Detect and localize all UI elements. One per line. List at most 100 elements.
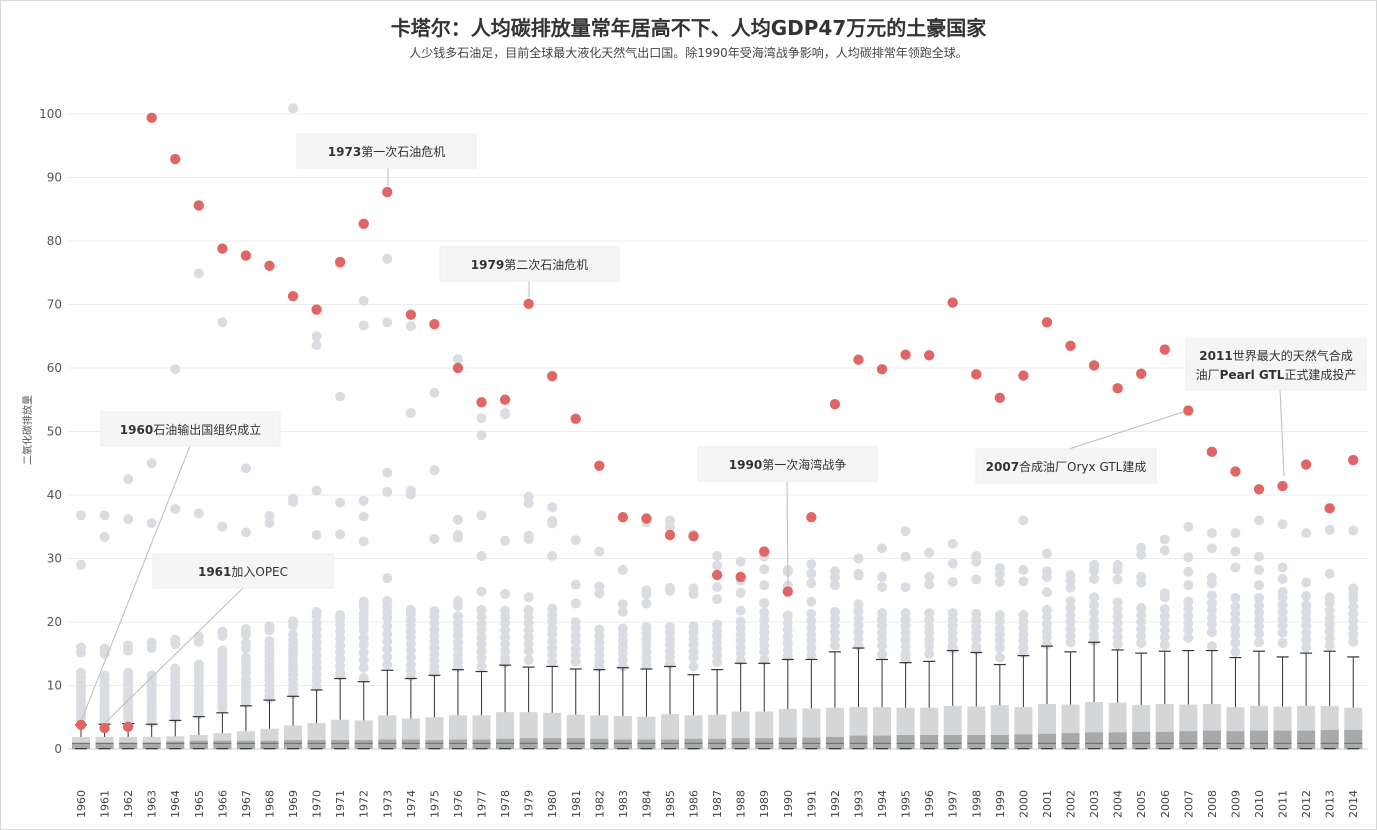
box-lower-half bbox=[1061, 733, 1080, 749]
other-country-point bbox=[1089, 599, 1100, 610]
other-country-point bbox=[382, 659, 393, 670]
other-country-point bbox=[476, 653, 487, 664]
other-country-point bbox=[924, 571, 935, 582]
qatar-point bbox=[358, 218, 369, 230]
qatar-point bbox=[99, 722, 110, 734]
other-country-point bbox=[99, 531, 110, 542]
qatar-point bbox=[711, 569, 723, 581]
other-country-point bbox=[1277, 627, 1288, 638]
other-country-point bbox=[1324, 640, 1335, 651]
other-country-point bbox=[1301, 606, 1312, 617]
other-country-point bbox=[1183, 596, 1194, 607]
other-country-point bbox=[947, 576, 958, 587]
y-tick-label: 80 bbox=[47, 234, 62, 248]
box-lower-half bbox=[943, 735, 962, 749]
qatar-point bbox=[806, 512, 817, 523]
qatar-point bbox=[429, 318, 440, 330]
qatar-point bbox=[1324, 503, 1335, 514]
other-country-point bbox=[853, 627, 864, 638]
other-country-point bbox=[853, 570, 864, 581]
qatar-point bbox=[1253, 484, 1265, 495]
other-country-point bbox=[1065, 617, 1076, 627]
box-lower-half bbox=[1297, 730, 1316, 749]
x-tick-label: 1978 bbox=[499, 790, 512, 818]
y-tick-label: 20 bbox=[47, 615, 62, 629]
other-country-point bbox=[500, 535, 511, 546]
other-country-point bbox=[829, 613, 840, 624]
x-tick-label: 1973 bbox=[381, 790, 394, 818]
y-tick-label: 40 bbox=[47, 488, 62, 502]
other-country-point bbox=[877, 634, 888, 645]
x-tick-label: 1995 bbox=[900, 790, 913, 818]
annotation-leader bbox=[81, 445, 191, 720]
other-country-point bbox=[1324, 597, 1335, 608]
other-country-point bbox=[1183, 521, 1194, 532]
other-country-point bbox=[853, 620, 864, 631]
box-lower-half bbox=[496, 738, 515, 749]
qatar-point bbox=[923, 350, 935, 361]
other-country-point bbox=[240, 643, 251, 654]
other-country-point bbox=[476, 639, 487, 650]
other-country-point bbox=[735, 648, 746, 659]
other-country-point bbox=[1254, 515, 1264, 526]
other-country-point bbox=[1277, 573, 1288, 584]
other-country-point bbox=[1041, 632, 1052, 643]
other-country-point bbox=[1159, 545, 1170, 556]
other-country-point bbox=[500, 639, 511, 650]
other-country-point bbox=[1206, 590, 1217, 601]
other-country-point bbox=[853, 606, 864, 617]
other-country-point bbox=[570, 598, 581, 609]
other-country-point bbox=[1041, 571, 1052, 582]
box-lower-half bbox=[590, 738, 609, 749]
other-country-point bbox=[335, 391, 346, 402]
qatar-point bbox=[217, 243, 228, 254]
other-country-point bbox=[1089, 622, 1100, 633]
other-country-point bbox=[1230, 637, 1241, 648]
y-tick-label: 10 bbox=[47, 679, 62, 693]
annotation-box bbox=[296, 133, 477, 169]
x-tick-label: 1990 bbox=[782, 790, 795, 818]
other-country-point bbox=[1348, 629, 1359, 640]
box-lower-half bbox=[119, 742, 138, 749]
other-country-point bbox=[335, 660, 346, 671]
other-country-point bbox=[547, 518, 558, 529]
box-lower-half bbox=[1320, 729, 1339, 749]
y-tick-label: 70 bbox=[47, 298, 62, 312]
other-country-point bbox=[76, 647, 86, 658]
other-country-point bbox=[1348, 525, 1359, 536]
qatar-point bbox=[122, 721, 134, 732]
qatar-point bbox=[1018, 370, 1029, 381]
other-country-point bbox=[1089, 636, 1100, 647]
other-country-point bbox=[853, 599, 864, 610]
other-country-point bbox=[1206, 528, 1217, 539]
other-country-point bbox=[617, 599, 628, 610]
x-tick-label: 1991 bbox=[805, 790, 818, 818]
x-tick-label: 1999 bbox=[994, 790, 1007, 818]
box-lower-half bbox=[613, 739, 632, 749]
other-country-point bbox=[452, 354, 463, 365]
other-country-point bbox=[382, 253, 393, 264]
box-lower-half bbox=[920, 735, 939, 749]
other-country-point bbox=[358, 632, 369, 643]
other-country-point bbox=[829, 572, 840, 583]
box-lower-half bbox=[1037, 733, 1056, 749]
other-country-point bbox=[1183, 632, 1194, 643]
annotation-text: 1973第一次石油危机 bbox=[328, 145, 445, 159]
other-country-point bbox=[1041, 604, 1052, 615]
box-lower-half bbox=[166, 741, 185, 749]
qatar-point bbox=[334, 256, 346, 268]
box-lower-half bbox=[95, 742, 114, 749]
box-lower-half bbox=[472, 739, 491, 749]
other-country-point bbox=[1136, 617, 1147, 627]
x-tick-label: 2002 bbox=[1065, 790, 1078, 818]
other-country-point bbox=[759, 646, 770, 657]
other-country-point bbox=[924, 547, 935, 558]
x-tick-label: 1981 bbox=[570, 790, 583, 818]
other-country-point bbox=[712, 582, 723, 593]
box-upper-half bbox=[72, 736, 90, 748]
other-country-point bbox=[476, 604, 487, 615]
other-country-point bbox=[1254, 614, 1264, 625]
other-country-point bbox=[523, 639, 534, 650]
other-country-point bbox=[1065, 637, 1076, 648]
